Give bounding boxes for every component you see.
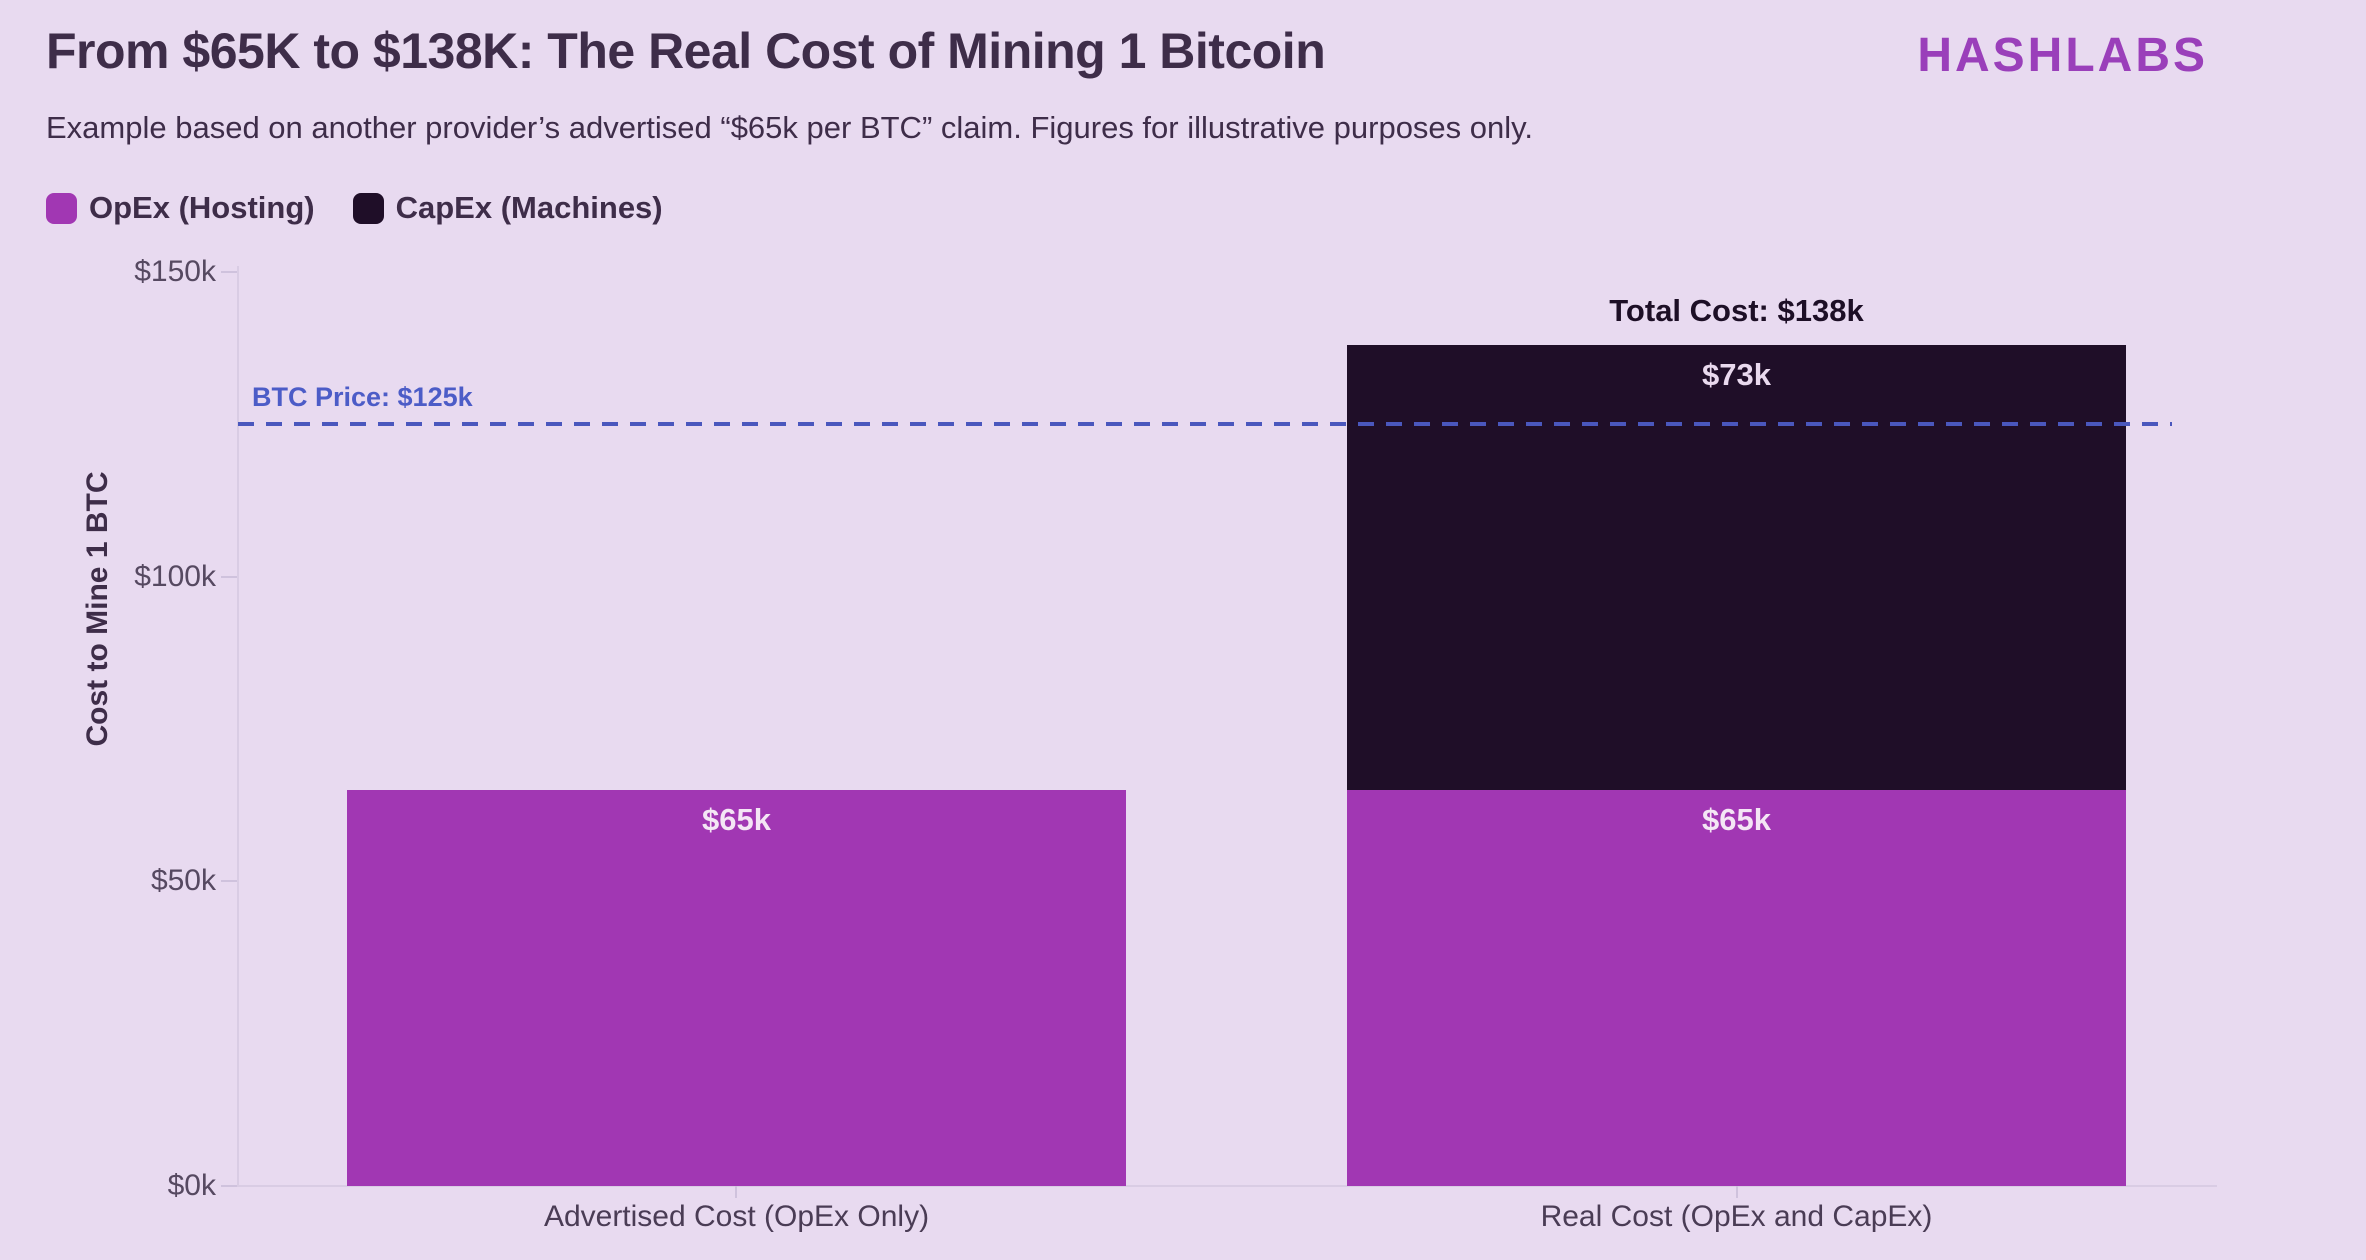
legend-item-capex: CapEx (Machines): [352, 190, 663, 226]
bar-real-capex-segment: $73k: [1347, 345, 2126, 790]
bar-real-cost: Total Cost: $138k $73k $65k: [1347, 293, 2126, 1186]
y-axis-tick-label: $0k: [167, 1169, 216, 1202]
bar-advertised-opex-value-label: $65k: [702, 801, 771, 837]
y-axis-tick: [221, 1185, 237, 1187]
y-axis-tick-label: $100k: [134, 559, 216, 593]
bar-advertised-cost: $65k: [347, 789, 1126, 1186]
total-cost-label: Total Cost: $138k: [1609, 293, 1864, 329]
y-axis-tick: [221, 271, 237, 273]
y-axis-tick-label: $50k: [150, 864, 216, 898]
bar-real-capex-value-label: $73k: [1702, 357, 1771, 393]
x-tick-advertised: [735, 1186, 737, 1198]
legend-swatch-opex: [46, 192, 77, 224]
legend-item-opex: OpEx (Hosting): [46, 190, 315, 226]
page-subtitle: Example based on another provider’s adve…: [46, 110, 1533, 145]
bar-real-opex-segment: $65k: [1347, 789, 2126, 1186]
y-axis-title: Cost to Mine 1 BTC: [81, 471, 114, 747]
y-axis-tick: [221, 880, 237, 883]
legend-label-capex: CapEx (Machines): [395, 190, 663, 225]
y-axis-tick: [221, 575, 237, 578]
btc-price-line: [238, 422, 2172, 427]
bar-real-opex-value-label: $65k: [1702, 801, 1771, 837]
btc-price-label: BTC Price: $125k: [252, 382, 473, 413]
legend: OpEx (Hosting) CapEx (Machines): [46, 190, 687, 226]
x-axis-line: [237, 1185, 2217, 1187]
x-label-real: Real Cost (OpEx and CapEx): [1540, 1200, 1933, 1233]
page-title: From $65K to $138K: The Real Cost of Min…: [46, 23, 1326, 79]
x-label-advertised: Advertised Cost (OpEx Only): [543, 1200, 930, 1233]
legend-label-opex: OpEx (Hosting): [89, 190, 315, 225]
brand-logo: HASHLABS: [1917, 29, 2208, 82]
x-tick-real: [1736, 1186, 1738, 1198]
bar-advertised-opex-segment: $65k: [347, 789, 1126, 1186]
y-axis-tick-label: $150k: [134, 255, 216, 288]
y-axis-line: [237, 266, 239, 1187]
legend-swatch-capex: [352, 192, 384, 224]
